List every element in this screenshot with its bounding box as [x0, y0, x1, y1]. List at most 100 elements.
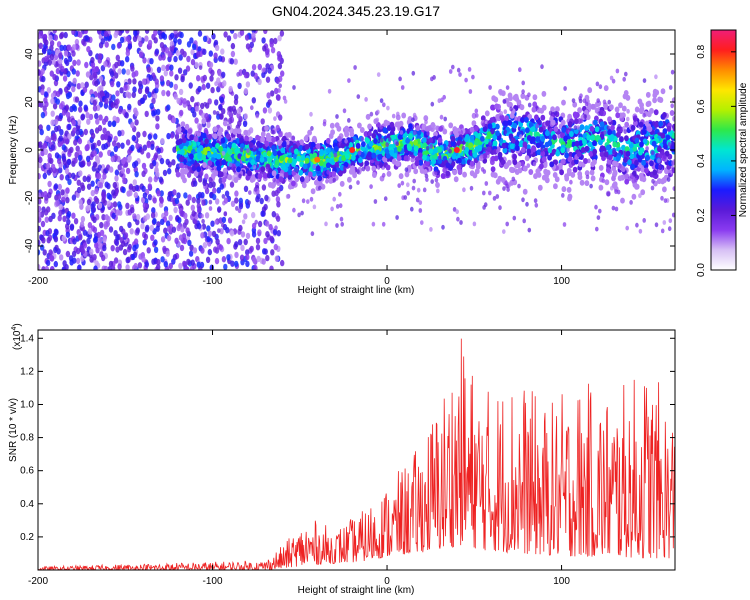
spectrogram-cell [178, 88, 184, 96]
spectrogram-cell [293, 144, 298, 150]
spectrogram-cell [530, 126, 536, 133]
spectrogram-cell [235, 161, 241, 167]
spectrogram-cell [412, 178, 417, 184]
spectrogram-y-tick-label: 0 [24, 147, 35, 153]
spectrogram-cell [662, 112, 667, 118]
spectrogram-cell [236, 128, 242, 135]
spectrogram-cell [109, 70, 115, 78]
spectrogram-cell [621, 105, 627, 112]
spectrogram-cell [208, 61, 214, 69]
snr-y-multiplier: (x104) [11, 323, 23, 350]
spectrogram-cell [560, 147, 566, 154]
spectrogram-cell [134, 119, 139, 126]
spectrogram-cell [278, 114, 283, 121]
spectrogram-cell [96, 139, 102, 147]
spectrogram-cell [502, 120, 508, 127]
spectrogram-cell [440, 173, 446, 179]
spectrogram-cell [540, 64, 544, 70]
snr-y-axis: 0.20.40.60.81.01.21.4 [20, 333, 675, 543]
spectrogram-cell [637, 98, 643, 105]
spectrogram-cell [599, 121, 605, 128]
spectrogram-cell [276, 140, 282, 146]
spectrogram-cell [389, 121, 395, 128]
spectrogram-cell [57, 157, 62, 165]
spectrogram-cell [562, 222, 567, 227]
spectrogram-cell [93, 195, 99, 203]
spectrogram-cell [421, 137, 427, 144]
spectrogram-cell [274, 87, 279, 95]
spectrogram-cell [39, 128, 44, 136]
spectrogram-cell [509, 143, 515, 150]
spectrogram-cell [109, 166, 114, 173]
spectrogram-cell [110, 245, 115, 252]
spectrogram-cell [182, 98, 187, 105]
spectrogram-cell [245, 43, 251, 50]
spectrogram-cell [161, 64, 166, 72]
spectrogram-cell [433, 124, 437, 130]
spectrogram-cell [304, 175, 310, 182]
spectrogram-cell [154, 166, 159, 173]
spectrogram-cell [287, 169, 293, 176]
spectrogram-cell [251, 211, 256, 219]
spectrogram-cell [86, 183, 92, 190]
spectrogram-cell [512, 215, 517, 221]
spectrogram-cell [156, 147, 161, 154]
spectrogram-cell [254, 219, 258, 225]
spectrogram-cell [525, 201, 529, 207]
spectrogram-cell [647, 126, 653, 133]
spectrogram-cell [462, 187, 466, 193]
spectrogram-cell [172, 254, 178, 261]
spectrogram-cell [130, 121, 135, 129]
spectrogram-cell [139, 97, 145, 105]
spectrogram-cell [622, 76, 626, 82]
spectrogram-cell [200, 213, 204, 219]
spectrogram-cell [381, 172, 386, 178]
spectrogram-cell [638, 149, 643, 156]
spectrogram-cell [671, 160, 675, 166]
spectrogram-cell [271, 170, 277, 177]
spectrogram-cell [165, 158, 170, 166]
spectrogram-cell [98, 75, 104, 83]
spectrogram-cell [103, 133, 109, 141]
spectrogram-cell [502, 186, 506, 192]
spectrogram-cell [310, 125, 314, 131]
spectrogram-cell [397, 183, 402, 189]
spectrogram-cell [212, 126, 218, 133]
spectrogram-cell [457, 169, 463, 176]
spectrogram-cell [150, 143, 155, 151]
spectrogram-cell [117, 30, 123, 36]
spectrogram-cell [152, 197, 157, 204]
spectrogram-cell [624, 146, 630, 153]
spectrogram-cell [58, 58, 63, 65]
spectrogram-cell [239, 30, 245, 36]
spectrogram-cell [167, 168, 172, 175]
spectrogram-cell [115, 246, 120, 253]
spectrogram-cell [326, 169, 330, 175]
spectrogram-cell [560, 158, 566, 165]
spectrogram-cell [236, 166, 241, 173]
spectrogram-cell [101, 118, 107, 126]
spectrogram-cell [642, 128, 647, 135]
spectrogram-cell [200, 140, 205, 145]
spectrogram-cell [135, 227, 140, 234]
spectrogram-cell [658, 120, 664, 127]
spectrogram-cell [443, 116, 448, 122]
spectrogram-cell [202, 48, 207, 55]
spectrogram-cell [322, 121, 327, 127]
spectrogram-cell [468, 89, 473, 94]
spectrogram-cell [331, 171, 337, 177]
spectrogram-cell [415, 125, 421, 132]
spectrogram-cell [369, 111, 374, 117]
spectrogram-cell [40, 68, 45, 75]
spectrogram-cell [561, 126, 566, 133]
spectrogram-cell [61, 109, 67, 116]
spectrogram-cell [161, 32, 166, 39]
spectrogram-cell [328, 177, 334, 184]
spectrogram-cell [315, 165, 321, 172]
spectrogram-cell [86, 198, 92, 206]
spectrogram-cell [219, 228, 224, 235]
spectrogram-cell [228, 162, 233, 168]
spectrogram-cell [311, 170, 317, 177]
spectrogram-cell [123, 232, 129, 239]
